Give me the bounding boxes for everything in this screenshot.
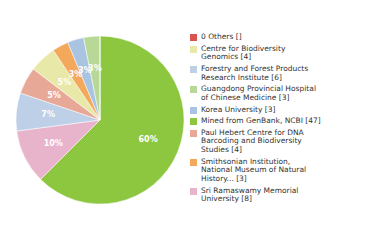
html-text:Mined from GenBank, NCBI [47]: Mined from GenBank, NCBI [47] — [201, 116, 321, 126]
svg-text:3%: 3% — [68, 69, 83, 79]
html-text:Smithsonian Institution, Natio: Smithsonian Institution, National Museum… — [201, 156, 307, 183]
svg-text:5%: 5% — [58, 78, 72, 87]
html-text:Guangdong Provincial Hospital: Guangdong Provincial Hospital of Chinese… — [201, 84, 316, 102]
svg-text:5%: 5% — [47, 91, 61, 100]
html-text:Forestry and Forest Products R: Forestry and Forest Products Research In… — [201, 64, 309, 82]
svg-text:3%: 3% — [78, 65, 92, 75]
svg-text:10%: 10% — [44, 139, 63, 148]
svg-text:7%: 7% — [41, 110, 55, 119]
svg-text:60%: 60% — [139, 135, 158, 144]
html-text:Paul Hebert Centre for DNA Bar: Paul Hebert Centre for DNA Barcoding and… — [201, 127, 304, 155]
html-text:0 Others []: 0 Others [] — [201, 32, 242, 42]
html-text:Centre for Biodiversity Genomi: Centre for Biodiversity Genomics [4] — [201, 43, 286, 62]
svg-text:3%: 3% — [88, 64, 102, 73]
html-text:Korea University [3]: Korea University [3] — [201, 104, 276, 114]
html-text:Sri Ramaswamy Memorial Univers: Sri Ramaswamy Memorial University [8] — [201, 185, 299, 204]
